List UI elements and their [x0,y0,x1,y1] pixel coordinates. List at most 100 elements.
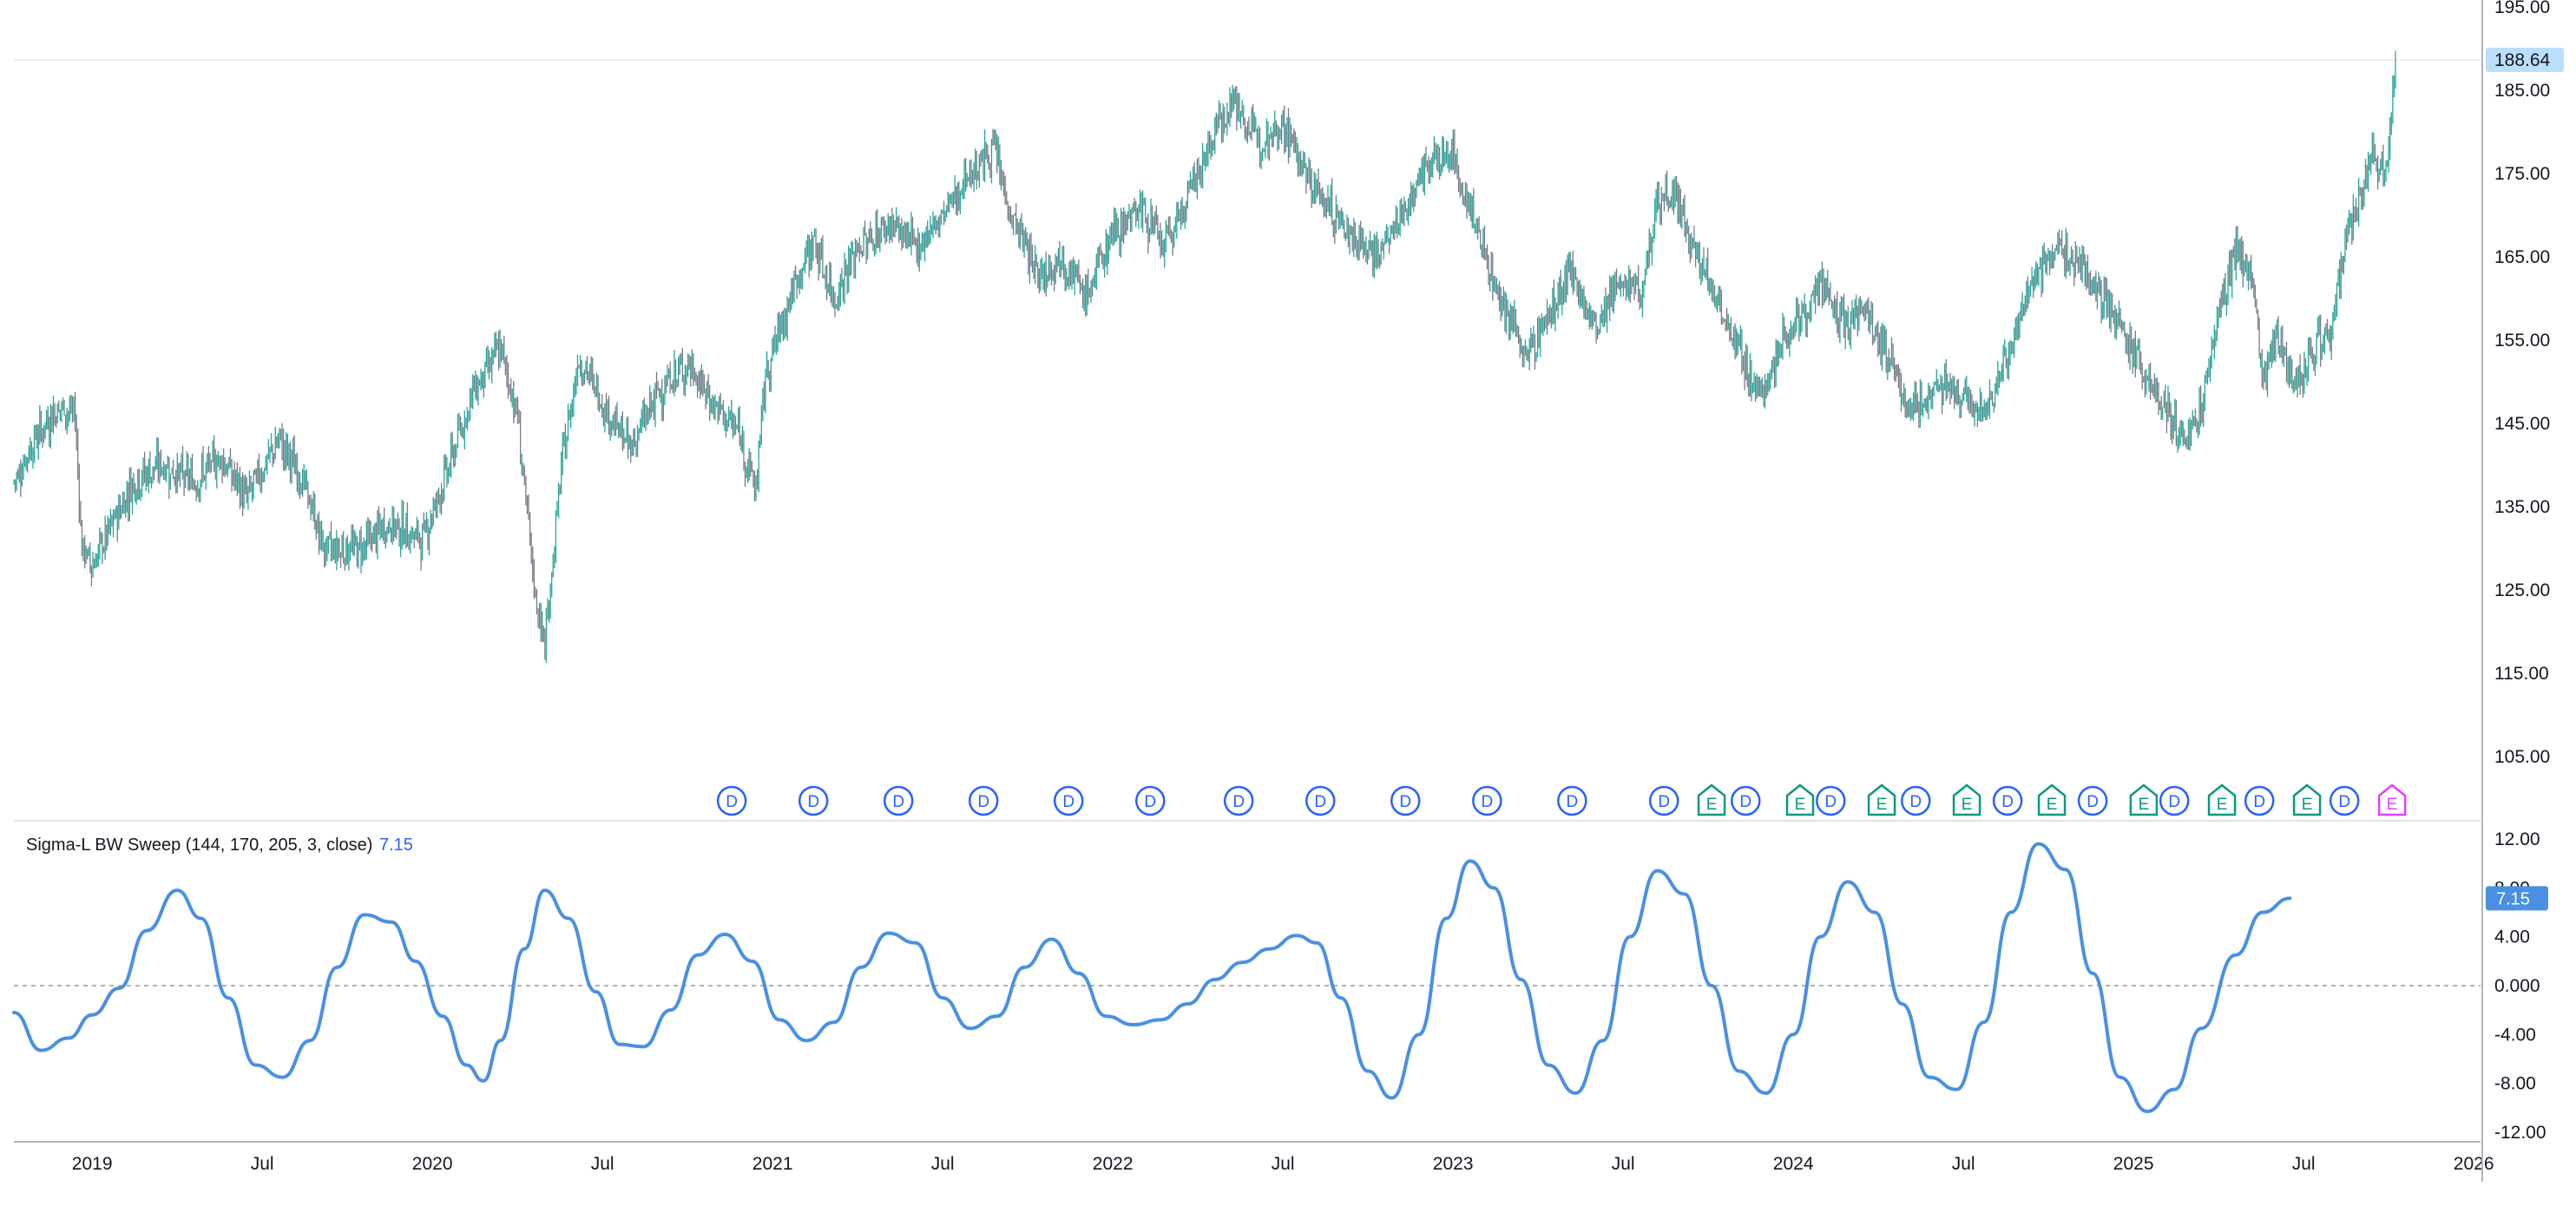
earnings-marker[interactable]: E [1952,783,1981,816]
dividend-marker-circle [1816,785,1846,816]
dividend-marker-circle [2077,785,2108,816]
dividend-marker[interactable]: D [1053,785,1084,816]
price-tick-label: 115.00 [2494,664,2549,684]
dividend-marker[interactable]: D [1135,785,1166,816]
dividend-marker-circle [1472,785,1502,816]
dividend-marker[interactable]: D [1992,785,2023,816]
earnings-marker[interactable]: E [2207,783,2237,816]
dividend-marker-label: D [1739,793,1751,811]
dividend-marker[interactable]: D [1223,785,1254,816]
dividend-marker[interactable]: D [1648,785,1679,816]
earnings-marker-shape [2377,783,2407,816]
dividend-marker[interactable]: D [1305,785,1336,816]
price-tick-label: 195.00 [2494,0,2550,17]
dividend-marker[interactable]: D [1390,785,1421,816]
dividend-marker-label: D [1062,793,1074,811]
price-axis[interactable]: 105.00 115.00 125.00 135.00 145.00 155.00 165.… [2494,0,2550,767]
dividend-marker-label: D [1658,793,1670,811]
earnings-marker[interactable]: E [2377,783,2407,816]
dividend-marker[interactable]: D [1557,785,1587,816]
dividend-marker-circle [798,785,829,816]
dividend-marker-circle [883,785,914,816]
dividend-marker-circle [1648,785,1679,816]
indicator-title[interactable]: Sigma-L BW Sweep (144, 170, 205, 3, clos… [26,836,372,855]
earnings-marker-label: E [1706,796,1718,814]
earnings-marker-shape [1697,783,1726,816]
dividend-marker-circle [2244,785,2275,816]
oscillator-tick-label: -8.00 [2494,1074,2536,1094]
earnings-marker-shape [1785,783,1815,816]
dividend-marker-circle [1053,785,1084,816]
time-tick-label: 2025 [2113,1154,2154,1174]
dividend-marker-label: D [2086,793,2099,811]
time-tick-label: 2019 [72,1154,113,1174]
dividend-marker-circle [716,785,747,816]
oscillator-value-badge: 7.15 [2486,886,2548,911]
dividend-marker-label: D [2338,793,2350,811]
price-tick-label: 165.00 [2494,247,2550,267]
dividend-marker[interactable]: D [716,785,747,816]
time-tick-label: 2026 [2454,1154,2494,1174]
earnings-marker-shape [2292,783,2322,816]
dividend-marker[interactable]: D [2329,785,2360,816]
price-tick-label: 125.00 [2494,580,2550,600]
dividend-marker-circle [1305,785,1336,816]
dividend-marker[interactable]: D [798,785,829,816]
earnings-marker[interactable]: E [1697,783,1726,816]
time-tick-label: Jul [591,1154,614,1174]
dividend-marker[interactable]: D [883,785,914,816]
time-tick-label: Jul [931,1154,955,1174]
dividend-marker[interactable]: D [2159,785,2190,816]
dividend-marker-circle [1992,785,2023,816]
price-tick-label: 155.00 [2494,331,2550,351]
earnings-marker[interactable]: E [2292,783,2322,816]
dividend-marker-label: D [2253,793,2265,811]
dividend-marker-label: D [1399,793,1411,811]
dividend-marker-circle [968,785,999,816]
dividend-marker-circle [1901,785,1931,816]
time-tick-label: Jul [1272,1154,1295,1174]
oscillator-tick-label: 4.00 [2494,927,2530,947]
dividend-marker-label: D [977,793,989,811]
dividend-marker[interactable]: D [1472,785,1502,816]
dividend-marker[interactable]: D [968,785,999,816]
candlestick-series [13,50,2396,663]
earnings-marker-shape [1952,783,1981,816]
earnings-marker[interactable]: E [2129,783,2159,816]
oscillator-tick-label: 12.00 [2494,829,2540,849]
last-price-badge: 188.64 [2486,48,2564,73]
dividend-marker-label: D [1232,793,1245,811]
dividend-marker-circle [1223,785,1254,816]
earnings-marker-label: E [2217,796,2228,814]
dividend-marker-label: D [2001,793,2014,811]
time-tick-label: Jul [1952,1154,1975,1174]
time-tick-label: 2023 [1433,1154,1474,1174]
dividend-marker-label: D [892,793,904,811]
dividend-marker-circle [1390,785,1421,816]
time-tick-label: Jul [1612,1154,1635,1174]
price-tick-label: 135.00 [2494,497,2550,517]
time-tick-label: 2021 [752,1154,793,1174]
earnings-marker-label: E [1962,796,1973,814]
oscillator-tick-label: 0.000 [2494,976,2540,996]
earnings-marker[interactable]: E [1867,783,1896,816]
dividend-marker[interactable]: D [1816,785,1846,816]
dividend-marker[interactable]: D [2077,785,2108,816]
oscillator-line [12,842,2292,1114]
dividend-marker-label: D [1314,793,1326,811]
price-tick-label: 175.00 [2494,164,2550,184]
dividend-marker[interactable]: D [1731,785,1761,816]
time-axis[interactable]: 2019 Jul 2020 Jul 2021 Jul 2022 Jul 2023 Jul 2024 J… [72,1154,2494,1174]
earnings-marker[interactable]: E [1785,783,1815,816]
earnings-marker-label: E [2139,796,2150,814]
last-price-label: 188.64 [2494,50,2551,70]
time-tick-label: Jul [2292,1154,2316,1174]
dividend-marker[interactable]: D [2244,785,2275,816]
earnings-marker[interactable]: E [2037,783,2067,816]
dividend-marker[interactable]: D [1901,785,1931,816]
oscillator-pane[interactable]: Sigma-L BW Sweep (144, 170, 205, 3, clos… [12,836,2481,1114]
